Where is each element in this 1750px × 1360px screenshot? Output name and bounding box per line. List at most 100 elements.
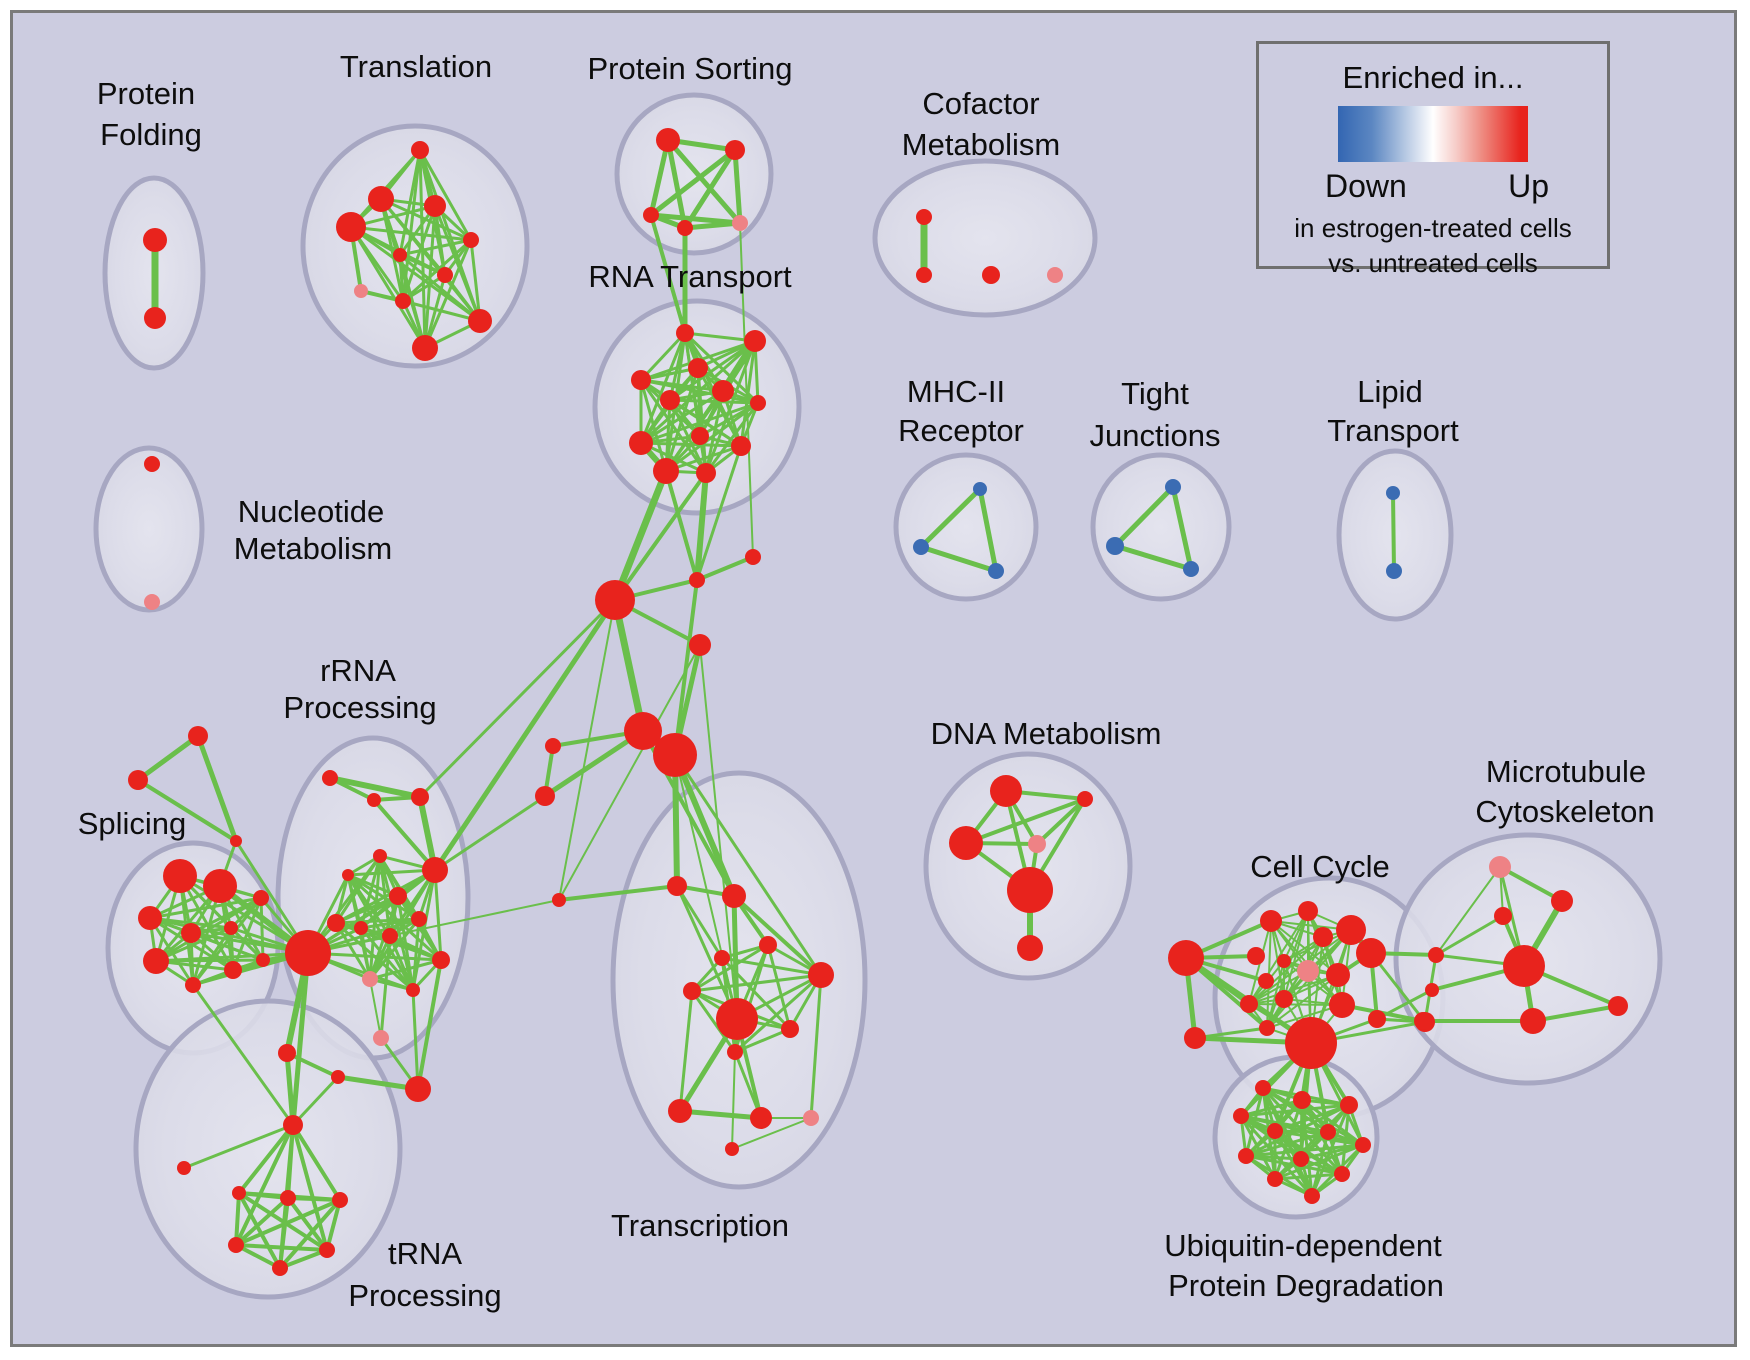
edge — [237, 1123, 295, 1195]
edge — [372, 798, 437, 872]
edge — [234, 1243, 329, 1252]
edge — [690, 989, 737, 1054]
node-d1 — [624, 712, 662, 750]
edge — [469, 238, 482, 323]
edge — [639, 331, 687, 382]
edge — [674, 754, 738, 1020]
node-mh3 — [988, 563, 1004, 579]
edge — [191, 896, 263, 987]
edge — [1531, 1004, 1620, 1023]
cluster-label-nucleotide-metabolism-line1: Nucleotide — [238, 494, 384, 529]
cluster-label-trna-processing-line2: Processing — [348, 1278, 501, 1313]
edge — [1244, 1130, 1330, 1158]
edge — [398, 238, 473, 257]
node-thh — [781, 1020, 799, 1038]
edge — [291, 1123, 342, 1202]
cluster-label-tight-junctions-line2: Junctions — [1090, 418, 1221, 453]
edge — [278, 1198, 342, 1270]
node-s1 — [163, 859, 197, 893]
edge — [675, 884, 739, 1021]
node-dd — [1028, 835, 1046, 853]
node-t9 — [395, 293, 411, 309]
legend-down-label: Down — [1325, 168, 1407, 204]
edge — [695, 555, 755, 582]
node-k3 — [1260, 910, 1282, 932]
node-tb — [722, 884, 746, 908]
edge — [154, 951, 310, 963]
node-rt6 — [660, 390, 680, 410]
node-ps4 — [677, 220, 693, 236]
edge — [1112, 484, 1176, 549]
cluster-ellipse-mhc-ii-receptor — [893, 452, 1039, 602]
edge — [766, 943, 792, 1031]
node-cf2 — [916, 267, 932, 283]
edge — [977, 486, 999, 574]
node-u4 — [228, 1237, 244, 1253]
node-u6 — [272, 1260, 288, 1276]
edge — [1498, 865, 1564, 903]
node-q7 — [389, 887, 407, 905]
cluster-label-microtubule-cytoskeleton-line2: Cytoskeleton — [1475, 794, 1654, 829]
edge — [379, 934, 392, 1040]
node-tk — [750, 1107, 772, 1129]
cluster-label-lipid-transport-line1: Lipid — [1357, 374, 1423, 409]
edge — [1391, 491, 1396, 573]
edge — [694, 470, 709, 583]
node-t2 — [368, 186, 394, 212]
legend-up-label: Up — [1508, 168, 1549, 204]
edge — [733, 973, 823, 1054]
node-tl — [803, 1110, 819, 1126]
node-mtf — [1520, 1008, 1546, 1034]
node-t6 — [393, 248, 407, 262]
node-tj1 — [1165, 479, 1181, 495]
edge — [668, 398, 743, 448]
node-db — [1077, 791, 1093, 807]
node-rc1 — [1428, 947, 1444, 963]
edge — [682, 147, 738, 231]
node-td — [714, 950, 730, 966]
node-q5 — [342, 869, 354, 881]
node-rt12 — [696, 463, 716, 483]
node-b1 — [278, 1044, 296, 1062]
node-da — [990, 775, 1022, 807]
edge — [1299, 1143, 1365, 1161]
edge — [1248, 1003, 1343, 1006]
node-u2 — [280, 1190, 296, 1206]
edge — [964, 797, 1087, 845]
edge — [665, 137, 688, 231]
node-s7 — [185, 977, 201, 993]
edge — [325, 1198, 342, 1252]
cluster-label-transcription: Transcription — [611, 1208, 789, 1243]
legend-gradient-bar — [1338, 106, 1528, 162]
edge — [237, 1191, 282, 1270]
edge — [918, 486, 983, 550]
node-t1 — [411, 141, 429, 159]
node-ui — [1293, 1151, 1309, 1167]
edge — [286, 1196, 342, 1202]
edge — [639, 441, 743, 448]
edge — [388, 934, 443, 962]
edge — [346, 868, 437, 877]
node-k6 — [1356, 938, 1386, 968]
edge — [557, 884, 679, 902]
node-rt3 — [688, 358, 708, 378]
node-rt4 — [631, 370, 651, 390]
node-k17 — [1368, 1010, 1386, 1028]
edge — [368, 958, 443, 981]
node-q1 — [322, 770, 338, 786]
node-ua — [1255, 1080, 1271, 1096]
edge — [704, 389, 725, 475]
edge — [1375, 988, 1434, 1021]
figure-canvas: Protein Folding Translation Protein Sorting… — [10, 10, 1737, 1347]
edge — [278, 1248, 329, 1270]
edge — [1112, 543, 1194, 572]
node-b2 — [331, 1070, 345, 1084]
edge — [178, 874, 235, 972]
node-t3 — [424, 195, 446, 217]
cluster-label-dna-metabolism: DNA Metabolism — [931, 716, 1162, 751]
edge — [1239, 1103, 1351, 1118]
node-q2 — [367, 793, 381, 807]
edge — [639, 389, 725, 445]
edge — [639, 378, 708, 475]
edge — [677, 1108, 764, 1121]
